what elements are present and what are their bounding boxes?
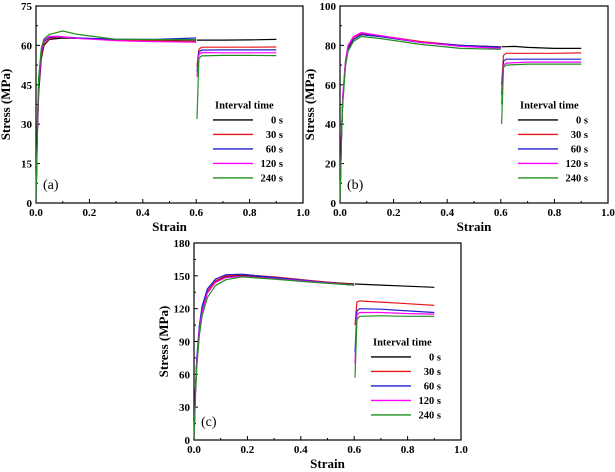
y-axis-title: Stress (MPa) bbox=[0, 69, 13, 141]
series-line-0s-second bbox=[354, 283, 435, 288]
x-tick-label: 0.6 bbox=[494, 207, 508, 219]
legend-title: Interval time bbox=[373, 337, 432, 348]
y-tick-label: 0 bbox=[27, 198, 33, 210]
series-line-30s-second bbox=[354, 300, 435, 326]
x-tick-label: 1.0 bbox=[296, 207, 310, 219]
x-tick-label: 0.8 bbox=[548, 207, 562, 219]
x-tick-label: 1.0 bbox=[454, 444, 468, 456]
x-tick-label: 0.2 bbox=[387, 207, 401, 219]
series-line-240s-second bbox=[354, 315, 435, 378]
panel-b: 0.0 0.2 0.4 0.6 0.8 1.0 0 20 40 60 80 100 Strain Stre… bbox=[302, 1, 615, 234]
series-line-240s-first bbox=[339, 35, 501, 204]
series-line-120s-first bbox=[35, 35, 197, 204]
legend-label: 30 s bbox=[266, 130, 283, 141]
legend-label: 0 s bbox=[576, 115, 588, 126]
series-line-0s-second bbox=[197, 38, 277, 41]
legend-label: 30 s bbox=[424, 367, 441, 378]
y-tick-label: 60 bbox=[325, 80, 337, 92]
panel-label: (b) bbox=[347, 178, 364, 193]
y-tick-label: 60 bbox=[179, 369, 191, 381]
legend-label: 0 s bbox=[429, 352, 441, 363]
y-tick-label: 80 bbox=[325, 40, 337, 52]
y-tick-label: 30 bbox=[179, 402, 191, 414]
x-tick-label: 0.6 bbox=[347, 444, 361, 456]
x-tick-label: 0.0 bbox=[333, 207, 347, 219]
legend-title: Interval time bbox=[520, 100, 579, 111]
series-line-0s-first bbox=[193, 274, 355, 441]
legend-label: 60 s bbox=[571, 144, 588, 155]
legend-label: 120 s bbox=[419, 396, 441, 407]
x-tick-label: 0.4 bbox=[440, 207, 454, 219]
y-tick-label: 15 bbox=[21, 159, 33, 171]
series-line-60s-first bbox=[193, 273, 355, 441]
series-line-30s-second bbox=[501, 52, 582, 85]
x-tick-label: 0.8 bbox=[401, 444, 415, 456]
y-axis-title: Stress (MPa) bbox=[302, 69, 317, 141]
x-axis-title: Strain bbox=[152, 219, 187, 234]
panel-c: 0.0 0.2 0.4 0.6 0.8 1.0 0 30 60 90 120 150 180 Strain… bbox=[156, 238, 468, 471]
y-tick-label: 20 bbox=[325, 159, 337, 171]
x-tick-label: 0.2 bbox=[83, 207, 97, 219]
y-tick-label: 0 bbox=[185, 435, 191, 447]
legend-label: 30 s bbox=[571, 130, 588, 141]
x-tick-label: 0.8 bbox=[243, 207, 257, 219]
legend-label: 120 s bbox=[261, 159, 283, 170]
series-line-120s-first bbox=[193, 275, 355, 441]
y-tick-label: 100 bbox=[320, 1, 337, 13]
legend-label: 0 s bbox=[271, 115, 283, 126]
x-axis-title: Strain bbox=[457, 219, 492, 234]
legend-label: 60 s bbox=[266, 144, 283, 155]
x-tick-label: 0.6 bbox=[189, 207, 203, 219]
x-tick-label: 1.0 bbox=[601, 207, 615, 219]
y-tick-label: 0 bbox=[331, 198, 337, 210]
y-axis-title: Stress (MPa) bbox=[156, 306, 171, 378]
series-line-60s-first bbox=[35, 35, 197, 204]
panel-a: 0.0 0.2 0.4 0.6 0.8 1.0 0 15 30 45 60 75 Strain Stres… bbox=[0, 1, 310, 234]
y-tick-label: 90 bbox=[179, 337, 191, 349]
x-tick-label: 0.2 bbox=[241, 444, 255, 456]
x-tick-label: 0.4 bbox=[294, 444, 308, 456]
series-line-30s-first bbox=[193, 274, 355, 441]
series-line-60s-first bbox=[339, 33, 501, 204]
series-line-240s-second bbox=[501, 63, 582, 125]
panel-label: (a) bbox=[43, 178, 59, 193]
series-line-240s-first bbox=[35, 30, 197, 204]
y-tick-label: 180 bbox=[174, 238, 191, 250]
series-line-240s-first bbox=[193, 276, 355, 441]
series-line-0s-first bbox=[35, 37, 197, 204]
x-axis-title: Strain bbox=[310, 456, 345, 471]
y-tick-label: 120 bbox=[174, 304, 191, 316]
y-tick-label: 45 bbox=[21, 80, 33, 92]
series-line-30s-first bbox=[339, 32, 501, 204]
series-line-240s-second bbox=[196, 54, 277, 119]
x-tick-label: 0.0 bbox=[29, 207, 43, 219]
legend-label: 60 s bbox=[424, 381, 441, 392]
x-tick-label: 0.4 bbox=[136, 207, 150, 219]
series-line-0s-first bbox=[339, 33, 501, 204]
panel-label: (c) bbox=[201, 415, 217, 430]
series-line-30s-first bbox=[35, 36, 197, 204]
series-line-120s-second bbox=[501, 61, 582, 105]
series-line-120s-first bbox=[339, 31, 501, 204]
legend-label: 240 s bbox=[566, 173, 588, 184]
legend-title: Interval time bbox=[215, 100, 274, 111]
y-tick-label: 75 bbox=[21, 1, 33, 13]
legend-label: 240 s bbox=[419, 410, 441, 421]
y-tick-label: 30 bbox=[21, 119, 33, 131]
x-tick-label: 0.0 bbox=[187, 444, 201, 456]
legend-label: 120 s bbox=[566, 159, 588, 170]
series-line-0s-second bbox=[501, 45, 582, 50]
legend-label: 240 s bbox=[261, 173, 283, 184]
y-tick-label: 150 bbox=[174, 271, 191, 283]
y-tick-label: 40 bbox=[325, 119, 337, 131]
y-tick-label: 60 bbox=[21, 40, 33, 52]
